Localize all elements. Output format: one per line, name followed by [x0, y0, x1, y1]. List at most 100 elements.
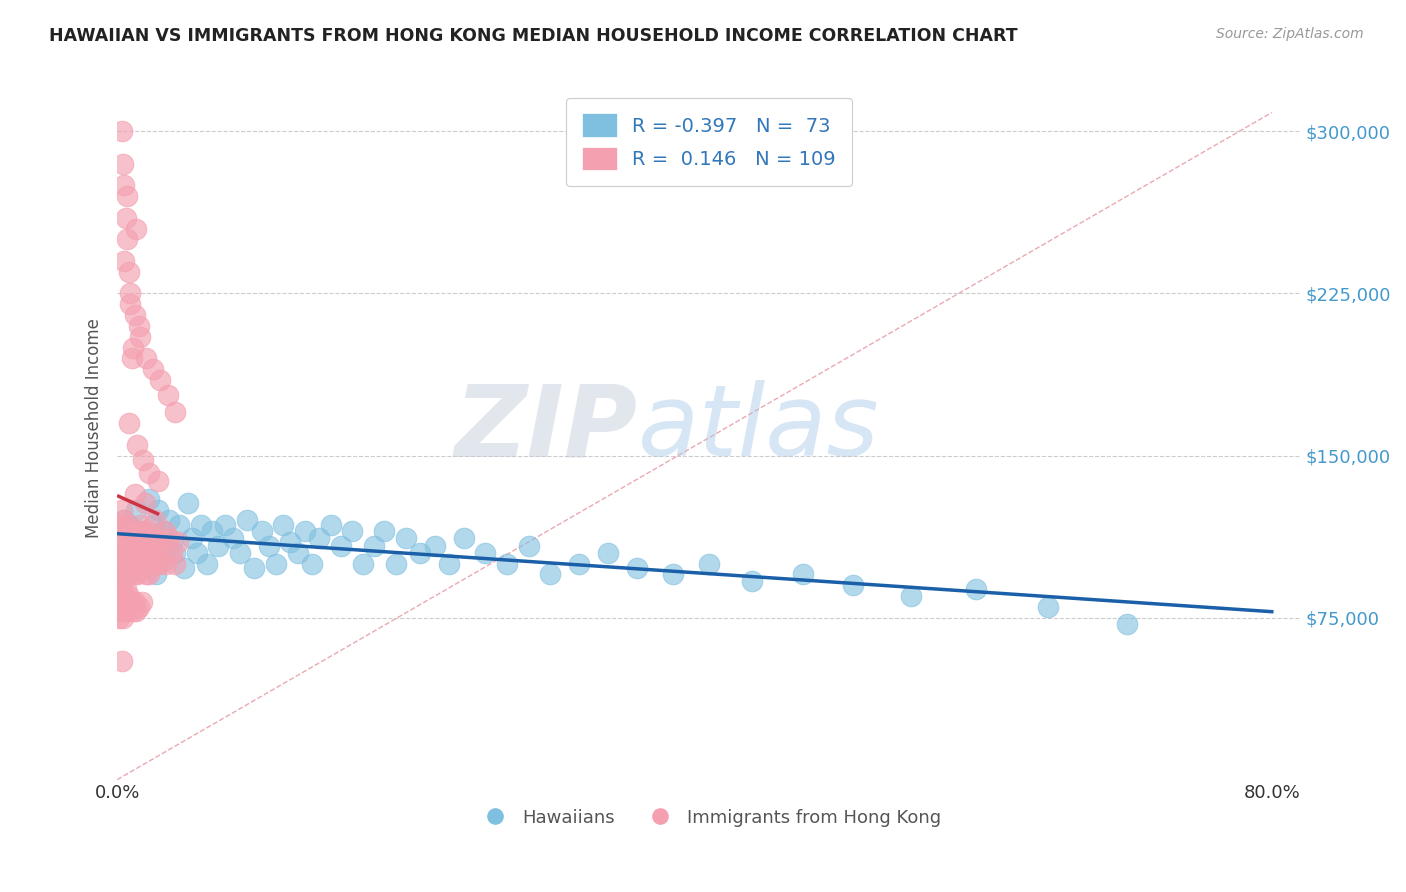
Point	[129, 546, 152, 560]
Point	[120, 286, 142, 301]
Point	[110, 561, 132, 575]
Point	[900, 589, 922, 603]
Point	[138, 491, 160, 506]
Point	[153, 524, 176, 538]
Point	[128, 557, 150, 571]
Point	[125, 221, 148, 235]
Point	[139, 557, 162, 571]
Point	[214, 517, 236, 532]
Point	[135, 351, 157, 366]
Point	[142, 517, 165, 532]
Point	[118, 265, 141, 279]
Point	[124, 487, 146, 501]
Point	[121, 557, 143, 571]
Point	[250, 524, 273, 538]
Point	[128, 318, 150, 333]
Point	[107, 610, 129, 624]
Point	[163, 405, 186, 419]
Point	[120, 567, 142, 582]
Point	[121, 595, 143, 609]
Point	[121, 351, 143, 366]
Point	[120, 599, 142, 614]
Point	[125, 604, 148, 618]
Point	[568, 557, 591, 571]
Point	[108, 546, 131, 560]
Point	[132, 557, 155, 571]
Point	[124, 595, 146, 609]
Point	[122, 535, 145, 549]
Point	[110, 124, 132, 138]
Point	[155, 557, 177, 571]
Point	[134, 539, 156, 553]
Point	[110, 595, 132, 609]
Point	[842, 578, 865, 592]
Point	[135, 531, 157, 545]
Point	[329, 539, 352, 553]
Point	[177, 496, 200, 510]
Point	[142, 546, 165, 560]
Point	[236, 513, 259, 527]
Point	[264, 557, 287, 571]
Point	[136, 524, 159, 538]
Point	[117, 232, 139, 246]
Point	[122, 561, 145, 575]
Point	[110, 546, 132, 560]
Point	[132, 453, 155, 467]
Point	[115, 604, 138, 618]
Point	[122, 341, 145, 355]
Point	[453, 531, 475, 545]
Text: HAWAIIAN VS IMMIGRANTS FROM HONG KONG MEDIAN HOUSEHOLD INCOME CORRELATION CHART: HAWAIIAN VS IMMIGRANTS FROM HONG KONG ME…	[49, 27, 1018, 45]
Point	[1036, 599, 1059, 614]
Point	[115, 546, 138, 560]
Point	[111, 610, 134, 624]
Point	[112, 561, 135, 575]
Point	[1116, 617, 1139, 632]
Point	[160, 546, 183, 560]
Point	[229, 546, 252, 560]
Point	[132, 524, 155, 538]
Point	[120, 539, 142, 553]
Point	[143, 557, 166, 571]
Point	[138, 539, 160, 553]
Point	[118, 557, 141, 571]
Point	[124, 308, 146, 322]
Point	[207, 539, 229, 553]
Point	[146, 539, 169, 553]
Point	[124, 557, 146, 571]
Point	[186, 546, 208, 560]
Point	[166, 535, 188, 549]
Point	[287, 546, 309, 560]
Point	[271, 517, 294, 532]
Point	[108, 517, 131, 532]
Point	[107, 589, 129, 603]
Y-axis label: Median Household Income: Median Household Income	[86, 318, 103, 539]
Point	[131, 595, 153, 609]
Point	[792, 567, 814, 582]
Point	[143, 513, 166, 527]
Point	[395, 531, 418, 545]
Point	[128, 599, 150, 614]
Point	[167, 517, 190, 532]
Point	[131, 561, 153, 575]
Point	[117, 539, 139, 553]
Point	[124, 539, 146, 553]
Point	[136, 557, 159, 571]
Point	[118, 531, 141, 545]
Point	[111, 157, 134, 171]
Point	[201, 524, 224, 538]
Point	[128, 524, 150, 538]
Point	[117, 595, 139, 609]
Point	[157, 513, 180, 527]
Point	[146, 502, 169, 516]
Point	[129, 329, 152, 343]
Point	[423, 539, 446, 553]
Text: Source: ZipAtlas.com: Source: ZipAtlas.com	[1216, 27, 1364, 41]
Point	[120, 297, 142, 311]
Point	[125, 531, 148, 545]
Point	[141, 535, 163, 549]
Point	[221, 531, 243, 545]
Point	[294, 524, 316, 538]
Point	[112, 589, 135, 603]
Point	[132, 561, 155, 575]
Point	[111, 524, 134, 538]
